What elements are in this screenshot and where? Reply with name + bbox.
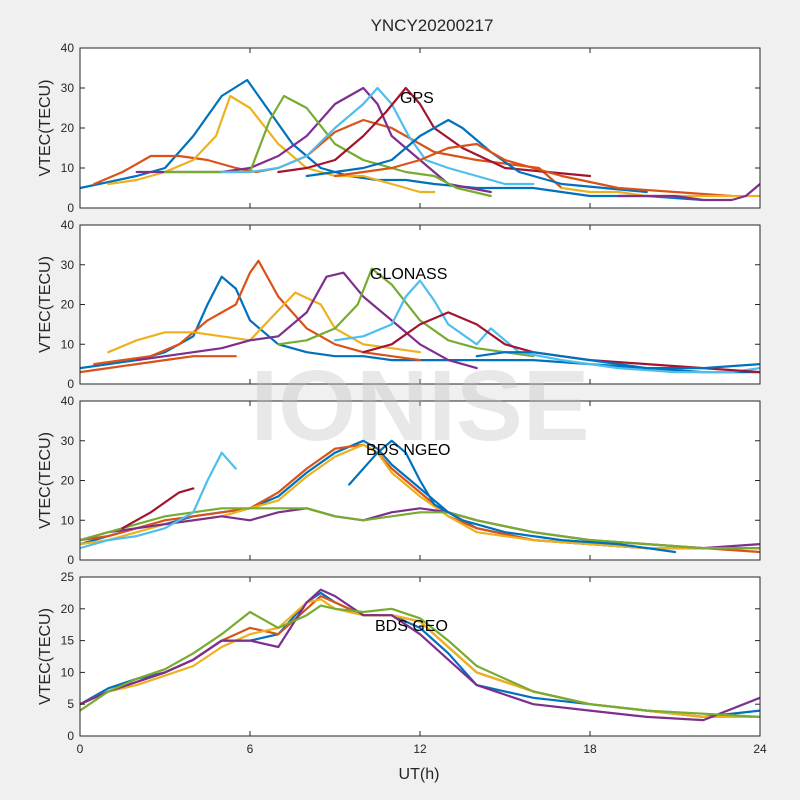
series-line: [80, 604, 760, 718]
series-line: [80, 355, 237, 374]
y-tick-label: 10: [61, 337, 75, 351]
y-tick-label: 30: [61, 258, 75, 272]
y-tick-label: 30: [61, 81, 75, 95]
series-line: [475, 351, 760, 370]
y-tick-label: 30: [61, 434, 75, 448]
y-axis-label: VTEC(TECU): [37, 608, 54, 705]
x-tick-label: 0: [77, 742, 84, 756]
series-line: [80, 451, 237, 550]
plot-area: [80, 48, 760, 208]
series-line: [277, 86, 592, 178]
series-line: [135, 271, 478, 370]
series-line: [80, 507, 760, 550]
series-line: [80, 588, 760, 722]
plot-area: [80, 225, 760, 384]
y-axis-label: VTEC(TECU): [37, 432, 54, 529]
series-line: [305, 118, 648, 194]
series-line: [121, 487, 195, 530]
panel-bds-ngeo: 0 10 20 30 40 VTEC(TECU) BDS NGEO: [37, 394, 761, 567]
series-line: [107, 291, 422, 354]
x-tick-label: 18: [583, 742, 597, 756]
y-tick-label: 0: [67, 201, 74, 215]
y-tick-label: 20: [61, 602, 75, 616]
panel-label: BDS GEO: [375, 618, 448, 635]
watermark: IONISE: [251, 350, 590, 462]
x-tick-label: 24: [753, 742, 767, 756]
series-line: [333, 142, 733, 198]
x-tick-label: 12: [413, 742, 427, 756]
y-tick-label: 0: [67, 377, 74, 391]
y-tick-label: 10: [61, 513, 75, 527]
y-tick-label: 0: [67, 729, 74, 743]
y-tick-label: 5: [67, 697, 74, 711]
panel-label: GLONASS: [370, 266, 447, 283]
y-tick-label: 10: [61, 665, 75, 679]
y-tick-label: 25: [61, 570, 75, 584]
panel-label: GPS: [400, 90, 434, 107]
y-tick-label: 40: [61, 394, 75, 408]
y-axis-label: VTEC(TECU): [37, 256, 54, 353]
y-tick-label: 40: [61, 218, 75, 232]
series-group: [80, 588, 760, 722]
panel-glonass: 0 10 20 30 40 VTEC(TECU) GLONASS: [37, 218, 761, 391]
y-axis-label: VTEC(TECU): [37, 80, 54, 177]
y-tick-label: 20: [61, 474, 75, 488]
y-tick-label: 15: [61, 634, 75, 648]
y-tick-label: 0: [67, 553, 74, 567]
series-line: [362, 311, 760, 374]
series-group: [80, 78, 760, 202]
y-tick-label: 10: [61, 161, 75, 175]
panel-gps: 0 10 20 30 40 VTEC(TECU) GPS: [37, 41, 761, 215]
series-line: [220, 86, 535, 186]
y-tick-label: 20: [61, 121, 75, 135]
series-line: [277, 267, 535, 358]
y-tick-label: 20: [61, 298, 75, 312]
series-line: [93, 259, 422, 366]
series-group: [80, 439, 760, 554]
series-line: [617, 182, 760, 202]
series-line: [333, 279, 760, 374]
series-group: [80, 259, 760, 374]
x-axis-label: UT(h): [399, 766, 440, 783]
x-tick-label: 6: [247, 742, 254, 756]
y-tick-label: 40: [61, 41, 75, 55]
series-line: [107, 94, 436, 194]
panel-bds-geo: 0 6 12 18 24 0 5 10 15 20 25 VTEC(TECU) BDS GEO: [37, 570, 767, 756]
panel-label: BDS NGEO: [366, 442, 450, 459]
figure-title: YNCY20200217: [371, 16, 494, 35]
series-line: [348, 439, 677, 554]
